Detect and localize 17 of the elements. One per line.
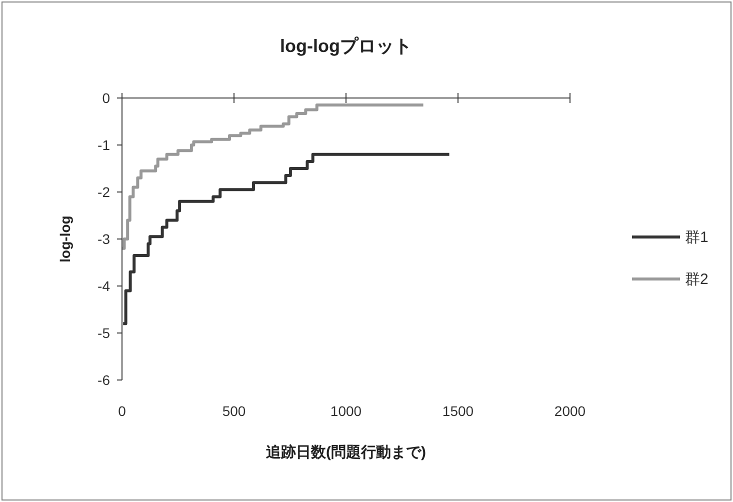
x-axis-title: 追跡日数(問題行動まで) bbox=[265, 444, 426, 461]
y-tick-label: -1 bbox=[98, 137, 110, 153]
x-tick-label: 500 bbox=[222, 403, 246, 419]
y-tick-label: -4 bbox=[98, 278, 110, 294]
chart-title: log-logプロット bbox=[280, 36, 412, 56]
y-tick-label: 0 bbox=[102, 90, 110, 106]
y-tick-label: -3 bbox=[98, 231, 110, 247]
x-tick-label: 1500 bbox=[442, 403, 474, 419]
legend-label: 群2 bbox=[685, 271, 708, 288]
y-tick-label: -5 bbox=[98, 325, 110, 341]
y-tick-label: -2 bbox=[98, 184, 110, 200]
x-tick-label: 2000 bbox=[554, 403, 586, 419]
y-axis-title: log-log bbox=[57, 216, 73, 262]
x-tick-label: 1000 bbox=[330, 403, 362, 419]
x-tick-label: 0 bbox=[118, 403, 126, 419]
y-tick-label: -6 bbox=[98, 372, 110, 388]
legend-label: 群1 bbox=[685, 229, 708, 246]
